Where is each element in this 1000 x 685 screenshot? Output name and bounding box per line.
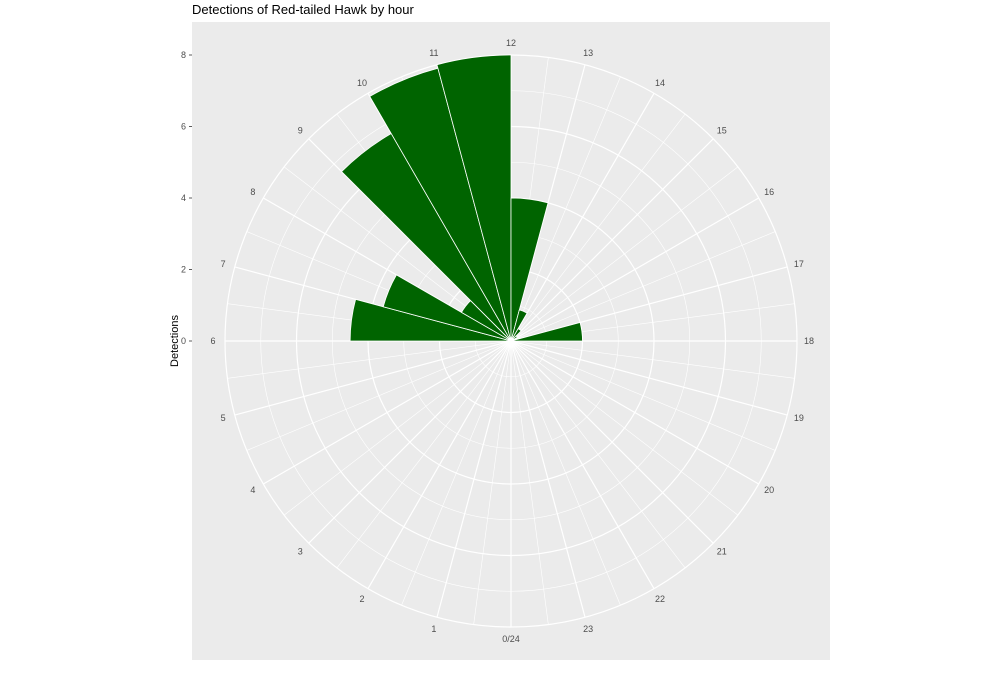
minor-grid-spoke xyxy=(510,340,795,379)
angle-tick-label: 16 xyxy=(764,187,774,197)
bar-hour-18 xyxy=(510,322,583,342)
major-grid-spoke xyxy=(510,93,655,342)
minor-grid-spoke xyxy=(510,340,621,606)
angle-tick-label: 23 xyxy=(583,624,593,634)
angle-tick-label: 8 xyxy=(250,187,255,197)
bar-hour-13 xyxy=(510,197,549,342)
angle-tick-label: 6 xyxy=(210,336,215,346)
angle-tick-label: 12 xyxy=(506,38,516,48)
y-tick-label: 8 xyxy=(181,50,186,60)
major-grid-spoke xyxy=(510,340,759,485)
minor-grid-spoke xyxy=(246,340,512,451)
major-grid-spoke xyxy=(510,340,714,544)
angle-tick-label: 2 xyxy=(359,594,364,604)
minor-grid-spoke xyxy=(510,113,686,342)
bar-hour-12 xyxy=(436,54,512,342)
angle-tick-label: 18 xyxy=(804,336,814,346)
angle-tick-label: 7 xyxy=(221,259,226,269)
angle-tick-label: 13 xyxy=(583,48,593,58)
angle-tick-label: 14 xyxy=(655,78,665,88)
angle-tick-labels: 0/24123456789101112131415161718192021222… xyxy=(210,38,814,644)
minor-grid-spoke xyxy=(510,166,739,342)
minor-grid-spoke xyxy=(227,340,512,379)
angle-tick-label: 15 xyxy=(717,125,727,135)
angle-tick-label: 9 xyxy=(298,125,303,135)
minor-grid-spoke xyxy=(510,231,776,342)
chart-title: Detections of Red-tailed Hawk by hour xyxy=(192,2,414,17)
minor-grid-spoke xyxy=(510,340,549,625)
major-grid-spoke xyxy=(234,340,512,416)
y-tick-label: 0 xyxy=(181,336,186,346)
minor-grid-spoke xyxy=(336,340,512,569)
minor-grid-spoke xyxy=(510,340,686,569)
bar-hour-14 xyxy=(510,309,528,342)
angle-tick-label: 10 xyxy=(357,78,367,88)
angle-tick-label: 20 xyxy=(764,485,774,495)
angle-tick-label: 22 xyxy=(655,594,665,604)
major-grid-spoke xyxy=(510,197,759,342)
major-grid-spoke xyxy=(436,340,512,618)
y-tick-label: 6 xyxy=(181,122,186,132)
bar-hour-8 xyxy=(382,274,512,342)
angle-tick-label: 21 xyxy=(717,547,727,557)
minor-grid-spoke xyxy=(473,340,512,625)
angle-tick-label: 0/24 xyxy=(502,634,520,644)
minor-grid-spoke xyxy=(510,340,776,451)
y-axis-title: Detections xyxy=(169,315,181,367)
angle-tick-label: 1 xyxy=(431,624,436,634)
minor-grid-spoke xyxy=(510,76,621,342)
minor-grid-spoke xyxy=(510,340,739,516)
angle-tick-label: 4 xyxy=(250,485,255,495)
bar-layer xyxy=(341,54,583,342)
minor-grid-spoke xyxy=(401,340,512,606)
major-grid-spoke xyxy=(510,340,655,589)
angle-tick-label: 19 xyxy=(794,413,804,423)
major-grid-spoke xyxy=(308,340,512,544)
y-axis: 0 2 4 6 8 xyxy=(181,50,192,346)
angle-tick-label: 17 xyxy=(794,259,804,269)
angle-tick-label: 3 xyxy=(298,547,303,557)
angle-tick-label: 5 xyxy=(221,413,226,423)
major-grid-spoke xyxy=(510,138,714,342)
angle-tick-label: 11 xyxy=(429,48,438,58)
major-grid-spoke xyxy=(367,340,512,589)
bar-hour-15 xyxy=(510,328,522,342)
major-grid-spoke xyxy=(263,340,512,485)
major-grid-spoke xyxy=(510,340,788,416)
y-tick-label: 2 xyxy=(181,265,186,275)
y-tick-label: 4 xyxy=(181,193,186,203)
minor-grid-spoke xyxy=(283,340,512,516)
bar-hour-16 xyxy=(510,335,518,342)
major-grid-spoke xyxy=(510,340,586,618)
